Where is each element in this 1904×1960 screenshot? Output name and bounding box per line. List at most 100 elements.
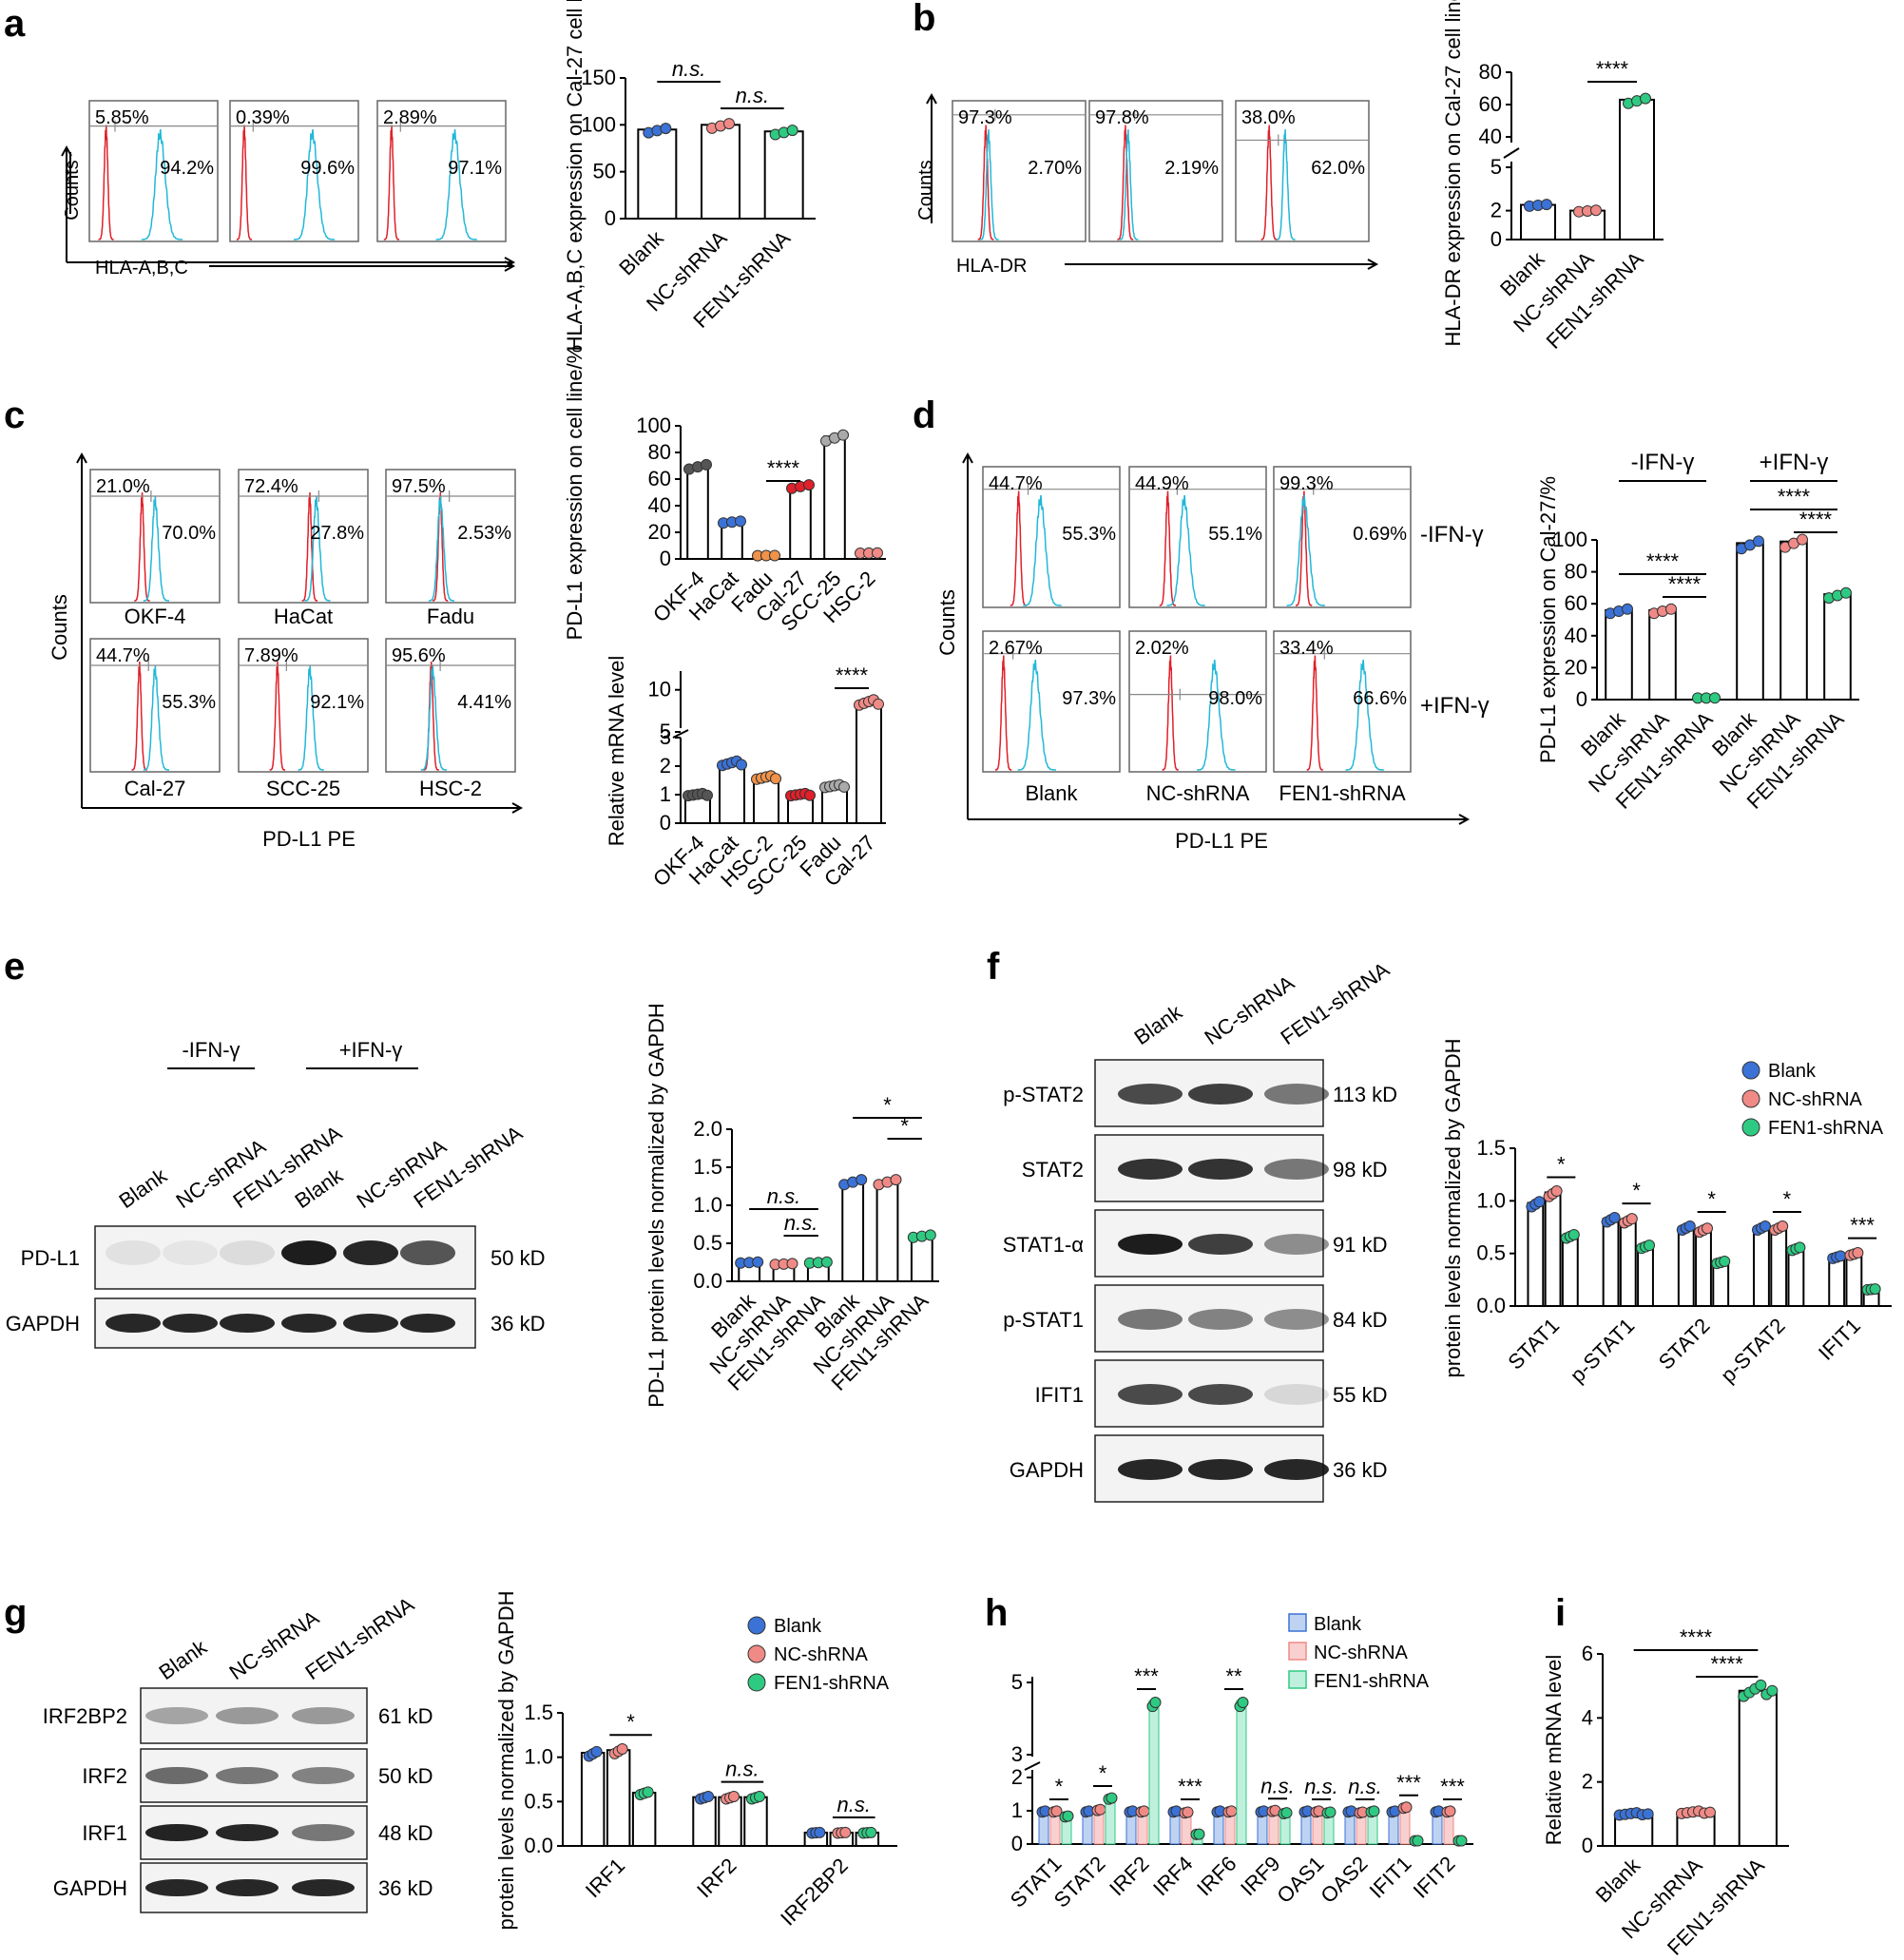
data-point bbox=[1644, 1239, 1656, 1252]
y-tick-label: 1 bbox=[660, 782, 671, 806]
y-axis-title: PD-L1 expression on cell line/% bbox=[563, 345, 587, 641]
kd-label: 50 kD bbox=[378, 1764, 433, 1788]
y-tick-label: 0.5 bbox=[693, 1231, 722, 1255]
bar bbox=[1770, 1226, 1788, 1307]
x-axis-label: HLA-A,B,C bbox=[95, 258, 188, 279]
sample-peak bbox=[428, 496, 455, 602]
histogram-frame bbox=[238, 638, 369, 773]
legend-label: FEN1-shRNA bbox=[774, 1673, 890, 1694]
y-axis-label: Counts bbox=[48, 594, 71, 661]
protein-label: IFIT1 bbox=[1035, 1383, 1084, 1407]
protein-label: STAT1-α bbox=[1003, 1233, 1085, 1257]
significance-label: n.s. bbox=[1260, 1774, 1294, 1797]
significance-label: * bbox=[1099, 1761, 1107, 1785]
y-tick-label: 5 bbox=[1011, 1670, 1023, 1694]
control-peak bbox=[1162, 655, 1179, 771]
data-point bbox=[1149, 1697, 1162, 1709]
significance-label: *** bbox=[1850, 1214, 1875, 1238]
data-point bbox=[642, 1786, 654, 1798]
legend-label: NC-shRNA bbox=[1314, 1643, 1409, 1663]
gate-left-percent: 97.8% bbox=[1095, 107, 1149, 128]
flow-plot-d-1: 44.9% 55.1% bbox=[1128, 466, 1267, 608]
band bbox=[145, 1824, 208, 1841]
gate-left-percent: 0.39% bbox=[236, 107, 290, 128]
lane-label: FEN1-shRNA bbox=[1277, 957, 1394, 1049]
gate-left-percent: 99.3% bbox=[1279, 473, 1334, 494]
data-point bbox=[1533, 1196, 1546, 1208]
bar bbox=[1544, 1191, 1562, 1307]
data-point bbox=[701, 458, 712, 471]
y-tick-label: 0 bbox=[660, 547, 671, 570]
sig-e-2: n.s. bbox=[784, 1211, 817, 1235]
band bbox=[1118, 1459, 1183, 1480]
category-label: IRF6 bbox=[1192, 1852, 1240, 1900]
legend-swatch bbox=[1741, 1089, 1760, 1108]
band bbox=[145, 1767, 208, 1784]
gate-right-percent: 97.3% bbox=[1062, 688, 1116, 709]
y-axis-title: PD-L1 expression on Cal-27/% bbox=[1536, 476, 1560, 763]
band bbox=[145, 1707, 208, 1724]
flow-plot-c-1: 72.4% 27.8% bbox=[238, 469, 369, 604]
gate-left-percent: 2.89% bbox=[383, 107, 437, 128]
bar bbox=[1561, 1234, 1579, 1308]
gate-right-percent: 27.8% bbox=[310, 523, 364, 544]
bar bbox=[1753, 1226, 1770, 1307]
legend-swatch bbox=[1288, 1642, 1307, 1661]
band bbox=[1118, 1234, 1183, 1255]
bar bbox=[1148, 1700, 1160, 1845]
histogram-frame bbox=[229, 100, 359, 242]
protein-label: IRF2 bbox=[82, 1764, 127, 1788]
y-tick-label: 1.0 bbox=[524, 1745, 553, 1769]
flow-panel-b: 97.3% 2.70% 97.8% 2.19% 38.0% 62.0% Counts HLA-… bbox=[915, 92, 1379, 277]
y-axis-title: PD-L1 protein levels normalized by GAPDH bbox=[644, 1003, 668, 1408]
y-tick-label: 0.0 bbox=[693, 1269, 722, 1293]
data-point bbox=[1567, 1228, 1580, 1240]
data-point bbox=[786, 1258, 798, 1270]
legend-swatch bbox=[1288, 1670, 1307, 1689]
flow-plot-a-2: 2.89% 97.1% bbox=[376, 100, 507, 242]
sample-peak bbox=[294, 129, 336, 240]
gapdh-band bbox=[106, 1314, 161, 1333]
cell-line-label: SCC-25 bbox=[266, 777, 340, 800]
control-peak bbox=[131, 661, 147, 771]
y-tick-label: 0 bbox=[1011, 1832, 1023, 1855]
axis-break bbox=[1503, 147, 1520, 159]
band bbox=[1188, 1084, 1253, 1105]
group-label-minus-ifn: -IFN-γ bbox=[182, 1038, 240, 1062]
flow-plot-a-0: 5.85% 94.2% bbox=[88, 100, 219, 242]
y-axis-label: Counts bbox=[935, 589, 959, 656]
gate-left-percent: 44.7% bbox=[96, 645, 150, 666]
sig-e-4: * bbox=[900, 1114, 909, 1138]
y-tick-label: 2 bbox=[1011, 1765, 1023, 1789]
bar bbox=[841, 1180, 865, 1283]
y-tick-label: 80 bbox=[648, 440, 671, 464]
kd-label: 36 kD bbox=[1333, 1458, 1387, 1482]
bar bbox=[637, 128, 678, 220]
control-peak bbox=[1010, 490, 1028, 606]
gate-right-percent: 55.3% bbox=[1062, 524, 1116, 545]
data-point bbox=[786, 125, 798, 137]
cell-line-label: HaCat bbox=[274, 605, 333, 628]
panel-letter-c: c bbox=[4, 394, 25, 436]
gate-right-percent: 94.2% bbox=[160, 158, 214, 179]
kd-label: 98 kD bbox=[1333, 1158, 1387, 1182]
panel-letter-g: g bbox=[4, 1592, 27, 1634]
category-label: IRF1 bbox=[581, 1854, 629, 1902]
protein-label: p-STAT1 bbox=[1003, 1308, 1084, 1332]
flow-panel-d: Counts PD-L1 PE 44.7% 55.3% 44.9% 55.1% 99.3% 0… bbox=[935, 452, 1490, 853]
data-point bbox=[814, 1826, 826, 1838]
bar bbox=[1637, 1244, 1654, 1308]
protein-label: PD-L1 bbox=[21, 1246, 80, 1270]
sig-a-2: n.s. bbox=[736, 84, 769, 107]
cell-line-label: OKF-4 bbox=[125, 605, 186, 628]
data-point bbox=[820, 1256, 833, 1268]
bar bbox=[1695, 1228, 1712, 1308]
sig-i-1: **** bbox=[1680, 1625, 1713, 1649]
column-label: Blank bbox=[1025, 781, 1078, 805]
sig-d-2: **** bbox=[1668, 572, 1702, 596]
data-point bbox=[803, 479, 815, 491]
data-point bbox=[1094, 1803, 1106, 1816]
data-point bbox=[1622, 603, 1633, 615]
bar bbox=[1619, 98, 1655, 241]
